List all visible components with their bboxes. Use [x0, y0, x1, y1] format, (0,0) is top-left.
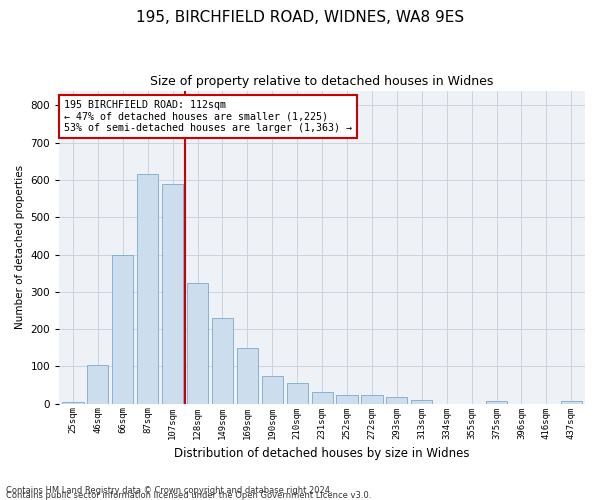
Bar: [187, 282, 208, 404]
Y-axis label: Number of detached properties: Number of detached properties: [15, 165, 25, 329]
Text: Contains public sector information licensed under the Open Government Licence v3: Contains public sector information licen…: [6, 490, 371, 500]
Bar: [112, 254, 133, 404]
Bar: [311, 392, 332, 404]
X-axis label: Distribution of detached houses by size in Widnes: Distribution of detached houses by size …: [175, 447, 470, 460]
Bar: [361, 396, 383, 404]
Bar: [87, 365, 109, 404]
Bar: [62, 402, 83, 404]
Bar: [262, 376, 283, 404]
Bar: [337, 396, 358, 404]
Text: 195, BIRCHFIELD ROAD, WIDNES, WA8 9ES: 195, BIRCHFIELD ROAD, WIDNES, WA8 9ES: [136, 10, 464, 25]
Title: Size of property relative to detached houses in Widnes: Size of property relative to detached ho…: [151, 75, 494, 88]
Bar: [486, 400, 507, 404]
Bar: [386, 397, 407, 404]
Text: 195 BIRCHFIELD ROAD: 112sqm
← 47% of detached houses are smaller (1,225)
53% of : 195 BIRCHFIELD ROAD: 112sqm ← 47% of det…: [64, 100, 352, 133]
Bar: [162, 184, 183, 404]
Bar: [411, 400, 433, 404]
Bar: [212, 318, 233, 404]
Bar: [237, 348, 258, 404]
Bar: [287, 383, 308, 404]
Bar: [561, 400, 582, 404]
Text: Contains HM Land Registry data © Crown copyright and database right 2024.: Contains HM Land Registry data © Crown c…: [6, 486, 332, 495]
Bar: [137, 174, 158, 404]
